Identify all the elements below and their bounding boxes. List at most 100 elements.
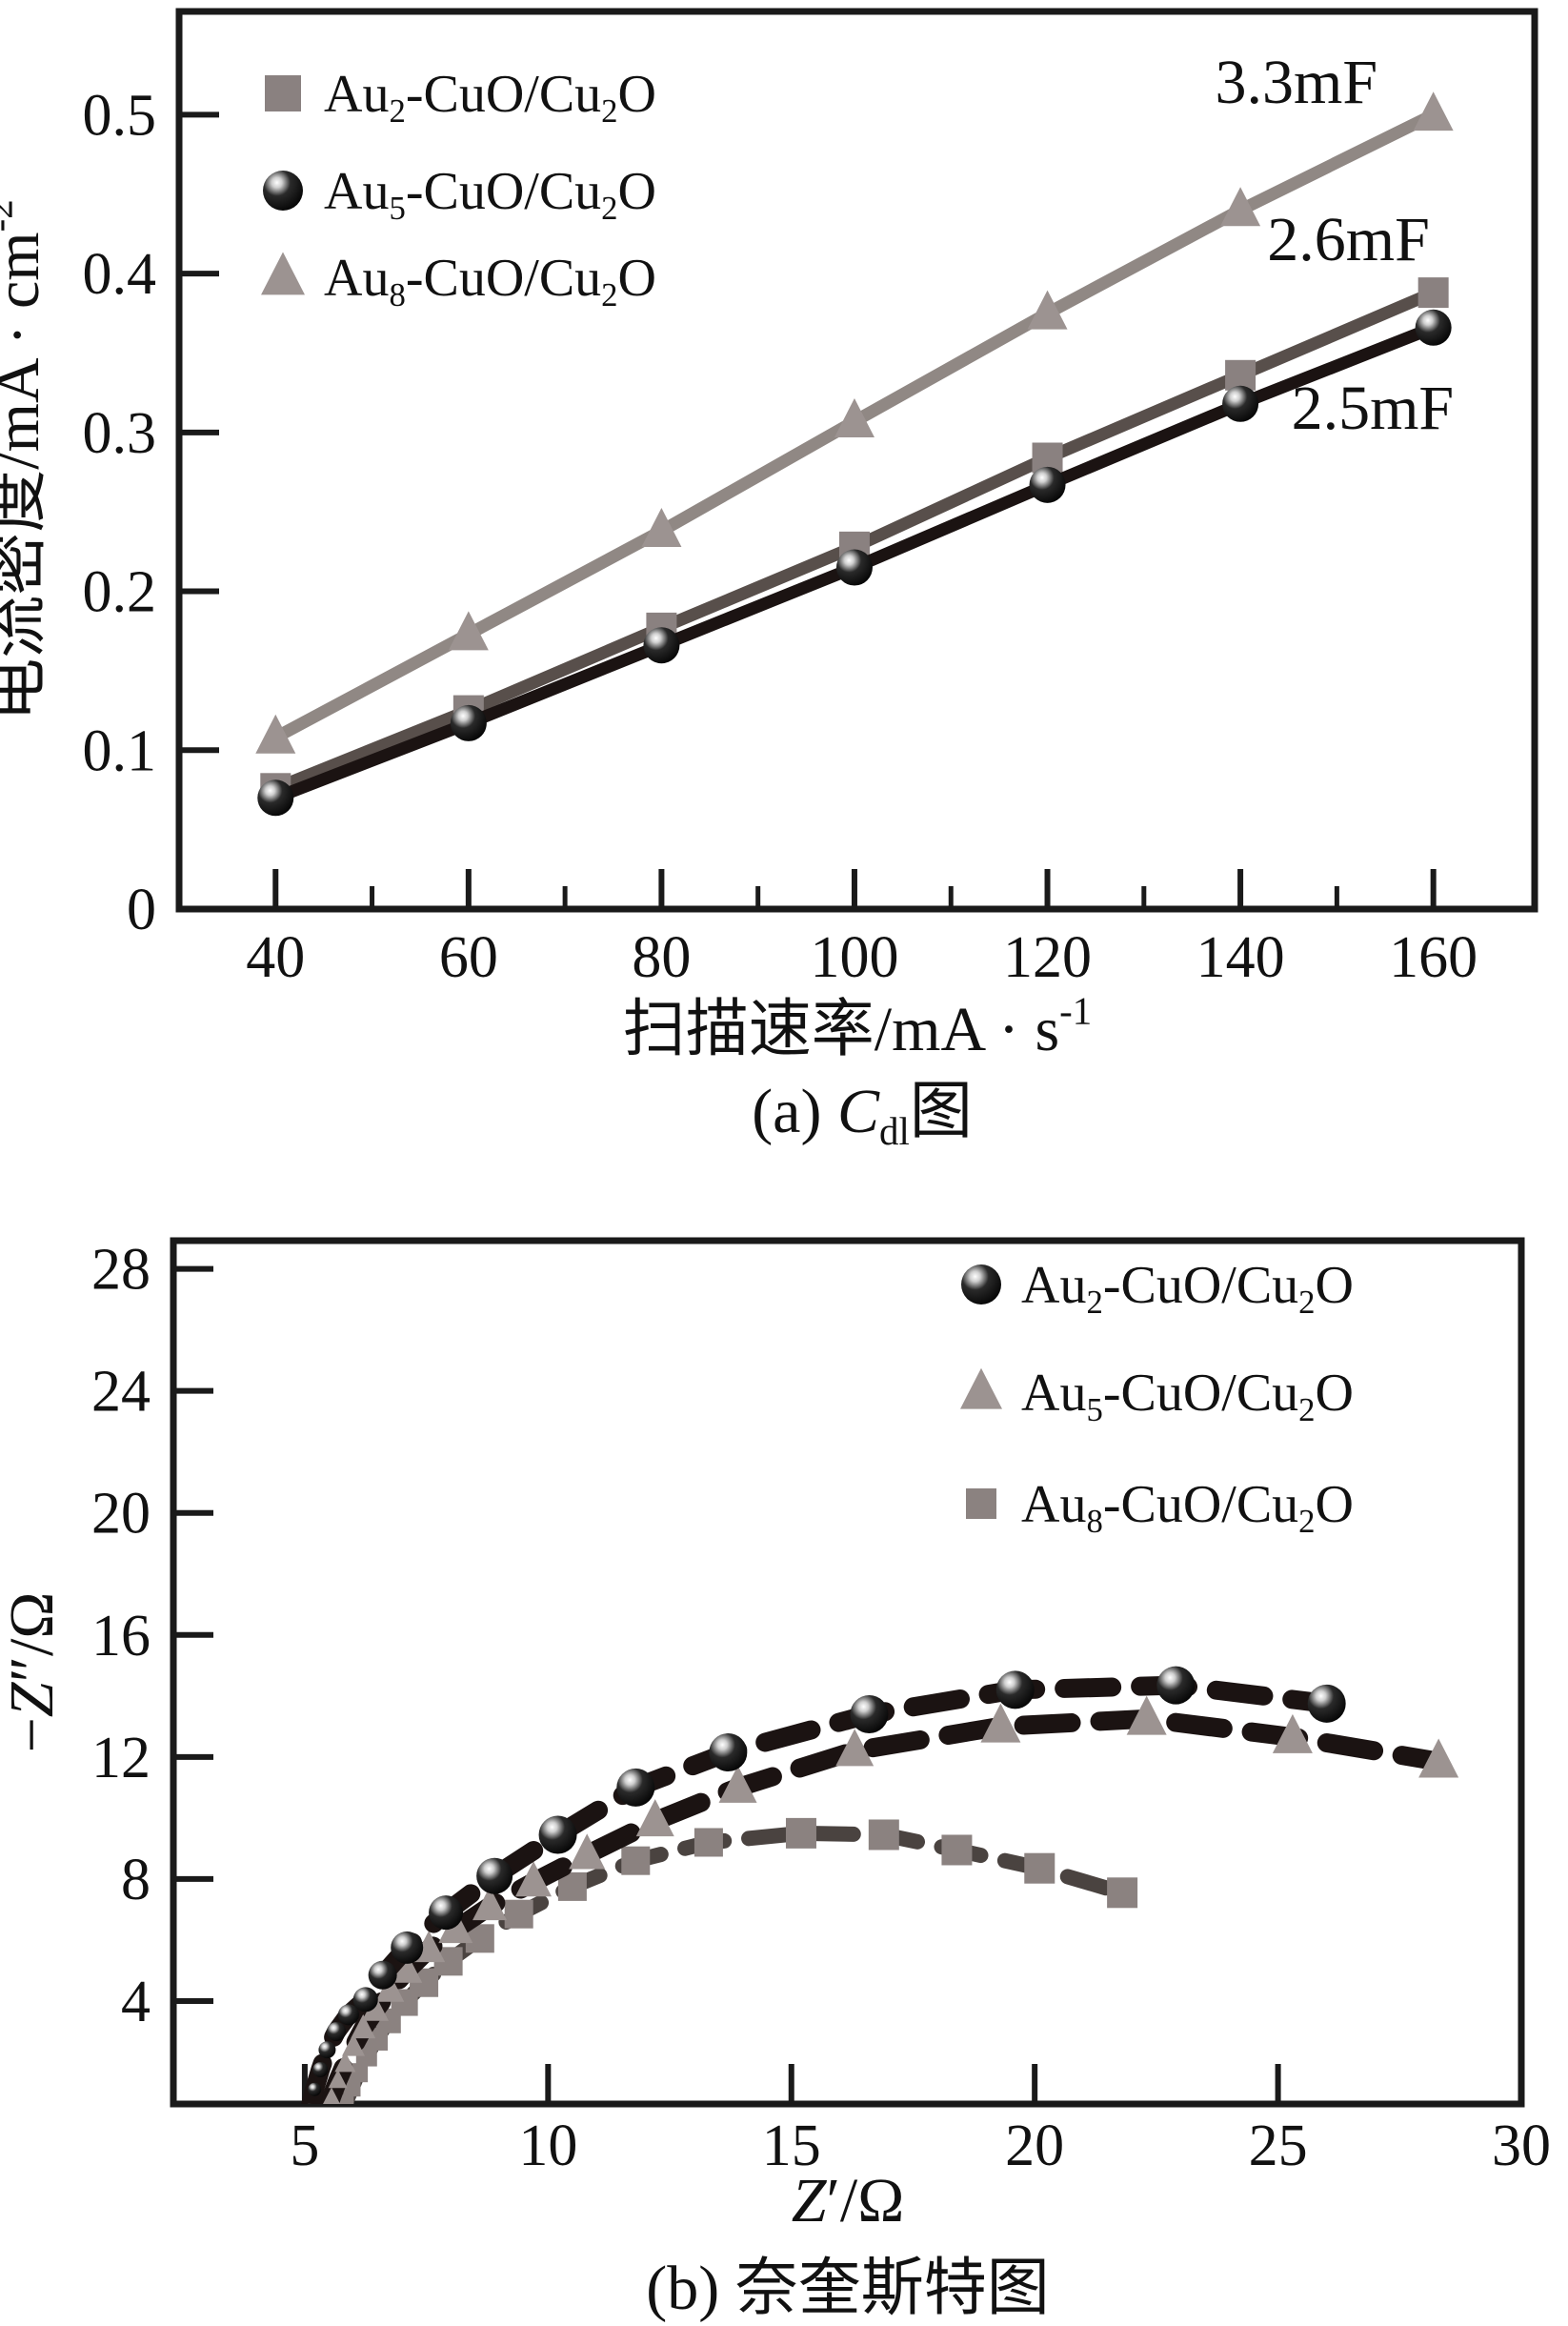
y-tick-label: 8	[121, 1848, 151, 1912]
y-tick-label: 16	[91, 1604, 151, 1669]
sphere-marker	[1415, 309, 1452, 346]
y-tick-label: 0.5	[83, 83, 157, 148]
x-tick-label: 5	[290, 2114, 319, 2178]
triangle-marker	[448, 611, 489, 651]
triangle-marker	[261, 252, 305, 295]
y-tick-label: 20	[91, 1482, 151, 1547]
series-group	[255, 91, 1454, 817]
sphere-marker	[318, 2041, 336, 2059]
triangle-marker	[323, 2087, 341, 2104]
sphere-marker	[835, 549, 873, 586]
x-tick-label: 40	[246, 925, 305, 990]
square-marker	[1024, 1852, 1055, 1884]
sphere-marker	[307, 2103, 312, 2104]
sphere-marker	[538, 1815, 577, 1854]
x-tick-label: 80	[632, 925, 691, 990]
sphere-marker	[961, 1264, 1001, 1305]
triangle-marker	[342, 2033, 366, 2056]
triangle-marker	[1220, 187, 1261, 227]
triangle-marker	[835, 1729, 874, 1767]
y-tick-label: 0	[127, 878, 156, 942]
triangle-marker	[569, 1833, 606, 1870]
square-marker	[1417, 277, 1449, 309]
x-tick-label: 10	[518, 2114, 577, 2178]
x-tick-label: 120	[1003, 925, 1092, 990]
sphere-marker	[616, 1768, 655, 1807]
square-marker	[1107, 1877, 1138, 1909]
triangle-marker	[960, 1367, 1002, 1409]
nyquist-chart: 5 10 15 20 25 30 4 8 12 16 20 24 28 Au2-CuO/Cu2O Au5-C…	[0, 1237, 1551, 2323]
tick-labels: 40 60 80 100 120 140 160 0 0.1 0.2 0.3 0.4 0.5	[83, 83, 1478, 990]
y-tick-label: 24	[91, 1360, 151, 1425]
square-marker	[1225, 359, 1256, 391]
plot-frame	[170, 1237, 1525, 2108]
y-axis-label: −Z″/Ω	[0, 1592, 67, 1753]
legend-label: Au2-CuO/Cu2O	[324, 65, 656, 130]
square-marker	[966, 1488, 996, 1519]
triangle-marker	[1027, 290, 1068, 330]
x-tick-label: 20	[1005, 2114, 1064, 2178]
legend-label: Au8-CuO/Cu2O	[1021, 1475, 1354, 1540]
sphere-marker	[450, 704, 487, 741]
y-tick-label: 0.1	[83, 718, 157, 783]
legend-label: Au2-CuO/Cu2O	[1021, 1256, 1354, 1321]
annotation-label: 3.3mF	[1216, 48, 1378, 117]
square-marker	[621, 1846, 651, 1875]
axis-ticks	[173, 1265, 1524, 2104]
annotation-label: 2.6mF	[1267, 205, 1430, 274]
sphere-marker	[352, 1987, 378, 2012]
x-tick-label: 160	[1389, 925, 1478, 990]
x-axis-label: 扫描速率/mA · s-1	[623, 989, 1092, 1064]
series-group	[301, 1666, 1459, 2120]
triangle-marker	[1418, 1738, 1459, 1778]
series-line	[301, 1675, 1337, 2104]
sphere-marker	[1222, 385, 1259, 422]
square-marker	[694, 1828, 723, 1857]
legend-label: Au5-CuO/Cu2O	[1021, 1364, 1354, 1428]
y-tick-label: 0.3	[83, 401, 157, 466]
triangle-marker	[635, 1799, 674, 1837]
sphere-marker	[327, 2021, 347, 2041]
legend: Au2-CuO/Cu2O Au5-CuO/Cu2O Au8-CuO/Cu2O	[261, 65, 656, 314]
sphere-marker	[257, 779, 294, 817]
square-marker	[785, 1817, 816, 1849]
triangle-marker	[351, 2013, 376, 2039]
x-tick-label: 15	[762, 2114, 821, 2178]
triangle-marker	[980, 1703, 1021, 1743]
triangle-marker	[1126, 1695, 1167, 1735]
sphere-marker	[429, 1895, 464, 1931]
axis-ticks	[179, 111, 1437, 909]
y-tick-label: 12	[91, 1726, 151, 1790]
triangle-marker	[1413, 91, 1454, 131]
square-marker	[334, 2107, 348, 2120]
sphere-marker	[308, 2082, 322, 2096]
y-tick-label: 4	[121, 1970, 151, 2034]
square-marker	[941, 1834, 973, 1866]
sphere-marker	[995, 1670, 1035, 1709]
tick-labels: 5 10 15 20 25 30 4 8 12 16 20 24 28	[91, 1238, 1551, 2178]
legend: Au2-CuO/Cu2O Au5-CuO/Cu2O Au8-CuO/Cu2O	[960, 1256, 1354, 1540]
y-tick-label: 0.2	[83, 560, 157, 625]
sphere-marker	[368, 1960, 397, 1990]
sphere-marker	[1029, 466, 1066, 503]
triangle-marker	[334, 2051, 356, 2073]
sphere-marker	[1156, 1666, 1196, 1705]
triangle-marker	[472, 1887, 508, 1921]
triangle-marker	[515, 1861, 553, 1897]
triangle-marker	[328, 2069, 348, 2089]
triangle-marker	[255, 714, 296, 754]
sphere-marker	[850, 1695, 889, 1734]
y-tick-label: 0.4	[83, 242, 157, 307]
x-tick-label: 140	[1196, 925, 1285, 990]
triangle-marker	[641, 508, 682, 547]
sphere-marker	[709, 1733, 748, 1772]
sphere-marker	[263, 171, 303, 211]
subplot-caption: (a) Cdl图	[752, 1077, 973, 1153]
cdl-chart: 40 60 80 100 120 140 160 0 0.1 0.2 0.3 0.4 0.5 Au2-Cu…	[0, 8, 1538, 1153]
triangle-marker	[375, 1973, 405, 2002]
triangle-marker	[1272, 1713, 1313, 1753]
sphere-marker	[476, 1857, 513, 1894]
sphere-marker	[643, 627, 680, 664]
triangle-marker	[392, 1952, 423, 1983]
